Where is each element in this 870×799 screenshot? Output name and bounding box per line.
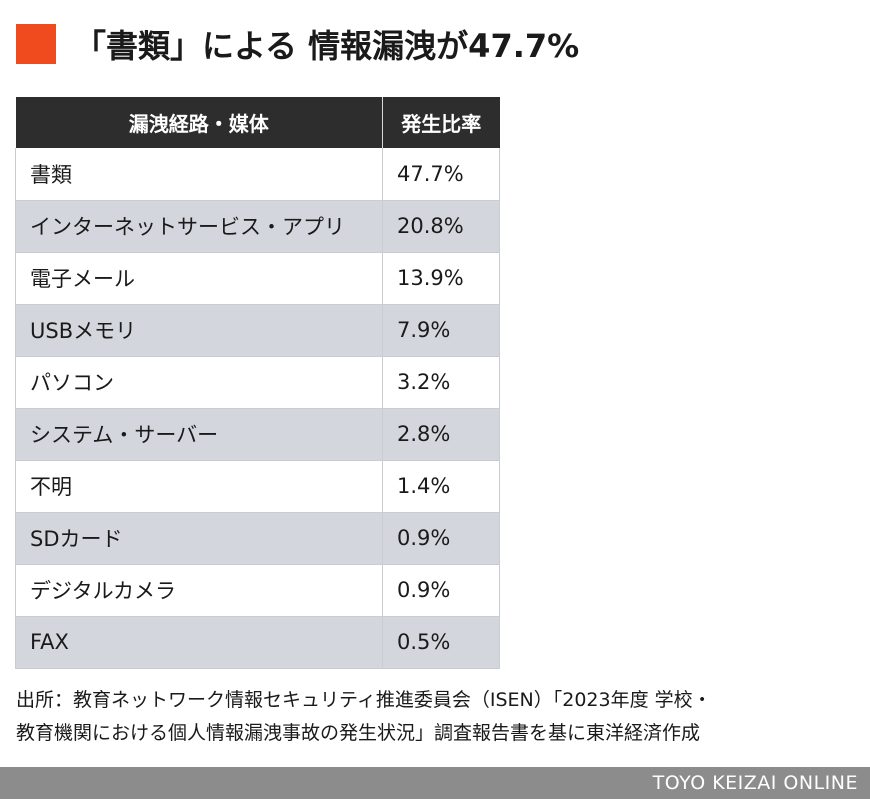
route-cell: FAX xyxy=(15,616,383,669)
table-row: パソコン 3.2% xyxy=(15,356,500,409)
route-cell: インターネットサービス・アプリ xyxy=(15,200,383,253)
rate-cell: 13.9% xyxy=(382,252,500,305)
table-row: 不明 1.4% xyxy=(15,460,500,513)
table-body: 書類 47.7% インターネットサービス・アプリ 20.8% 電子メール 13.9% USB… xyxy=(15,148,500,669)
rate-cell: 3.2% xyxy=(382,356,500,409)
route-cell: システム・サーバー xyxy=(15,408,383,461)
table-row: SDカード 0.9% xyxy=(15,512,500,565)
footer-bar: TOYO KEIZAI ONLINE xyxy=(0,767,870,799)
brand-label: TOYO KEIZAI ONLINE xyxy=(652,772,858,794)
route-cell: USBメモリ xyxy=(15,304,383,357)
title-row: 「書類」による 情報漏洩が47.7% xyxy=(16,22,579,66)
chart-title: 「書類」による 情報漏洩が47.7% xyxy=(74,27,580,65)
rate-cell: 0.9% xyxy=(382,512,500,565)
table-header-row: 漏洩経路・媒体 発生比率 xyxy=(15,97,500,148)
data-table: 漏洩経路・媒体 発生比率 書類 47.7% インターネットサービス・アプリ 20.8%… xyxy=(15,97,500,669)
rate-cell: 0.9% xyxy=(382,564,500,617)
rate-cell: 1.4% xyxy=(382,460,500,513)
table-row: USBメモリ 7.9% xyxy=(15,304,500,357)
table-row: インターネットサービス・アプリ 20.8% xyxy=(15,200,500,253)
route-cell: パソコン xyxy=(15,356,383,409)
route-cell: 不明 xyxy=(15,460,383,513)
rate-cell: 2.8% xyxy=(382,408,500,461)
table-row: FAX 0.5% xyxy=(15,616,500,669)
source-line-1: 出所：教育ネットワーク情報セキュリティ推進委員会（ISEN）「2023年度 学校… xyxy=(16,689,712,711)
rate-cell: 20.8% xyxy=(382,200,500,253)
table-row: 書類 47.7% xyxy=(15,148,500,201)
accent-square-icon xyxy=(16,24,56,64)
source-note: 出所：教育ネットワーク情報セキュリティ推進委員会（ISEN）「2023年度 学校… xyxy=(16,684,861,750)
route-cell: デジタルカメラ xyxy=(15,564,383,617)
column-header-route: 漏洩経路・媒体 xyxy=(15,97,383,148)
table-row: システム・サーバー 2.8% xyxy=(15,408,500,461)
route-cell: SDカード xyxy=(15,512,383,565)
rate-cell: 7.9% xyxy=(382,304,500,357)
column-header-rate: 発生比率 xyxy=(382,97,500,148)
route-cell: 書類 xyxy=(15,148,383,201)
route-cell: 電子メール xyxy=(15,252,383,305)
source-line-2: 教育機関における個人情報漏洩事故の発生状況」調査報告書を基に東洋経済作成 xyxy=(16,722,701,744)
table-row: 電子メール 13.9% xyxy=(15,252,500,305)
rate-cell: 0.5% xyxy=(382,616,500,669)
rate-cell: 47.7% xyxy=(382,148,500,201)
table-row: デジタルカメラ 0.9% xyxy=(15,564,500,617)
